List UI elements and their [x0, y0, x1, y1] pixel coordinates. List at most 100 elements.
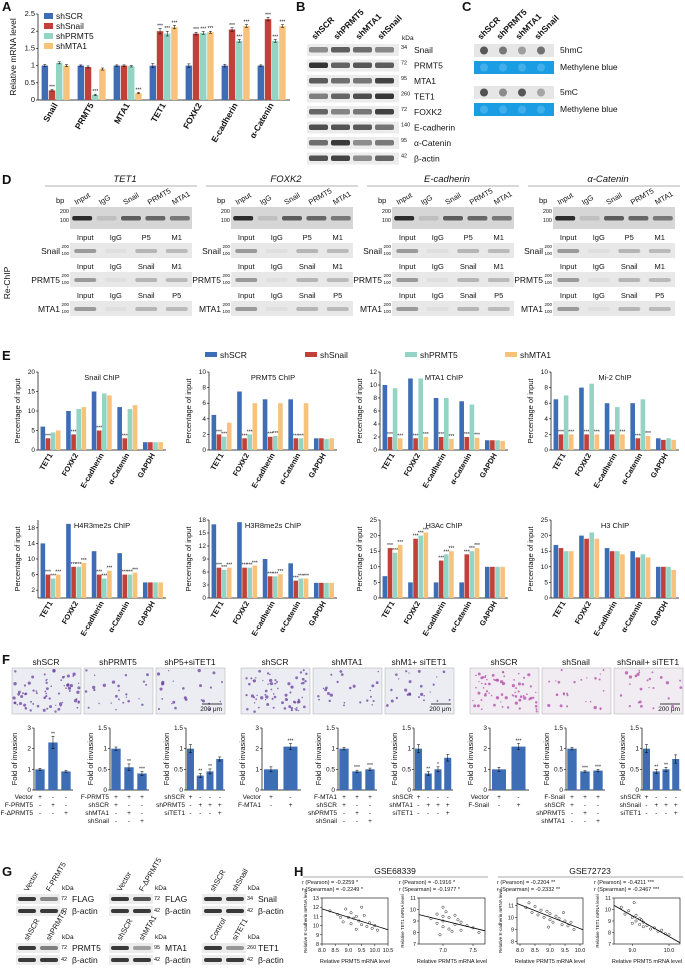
plot-title: H3Ac ChIP	[425, 521, 462, 530]
legend-label: shSCR	[56, 11, 83, 21]
band	[331, 155, 350, 161]
condition-sign: -	[52, 794, 54, 801]
bar	[397, 438, 403, 450]
significance: ***	[242, 563, 248, 569]
condition-sign: -	[65, 802, 67, 809]
bar	[469, 551, 475, 598]
band	[40, 909, 58, 913]
point	[548, 918, 552, 922]
y-axis-label: Fold of invasion	[238, 733, 247, 786]
cell	[209, 686, 213, 689]
condition-sign: -	[427, 794, 429, 801]
significance: ***	[136, 87, 142, 93]
point	[667, 933, 671, 937]
y-tick-label: 0	[179, 787, 183, 794]
lane-label: Input	[560, 262, 578, 271]
y-tick-label: 8	[202, 385, 206, 392]
condition-sign: +	[198, 802, 202, 809]
condition-label: shMTA1	[85, 810, 109, 817]
x-tick-label: Snail	[41, 101, 60, 124]
condition-sign: +	[114, 802, 118, 809]
point	[638, 923, 642, 926]
error-bar	[122, 64, 126, 67]
cell	[515, 687, 518, 690]
condition-sign: +	[355, 794, 359, 801]
significance: ***	[236, 34, 242, 40]
kda-mark: 42	[247, 908, 253, 914]
gel	[392, 243, 514, 258]
condition-label: shSCR	[620, 794, 641, 801]
condition-sign: -	[39, 802, 41, 809]
blot	[16, 943, 60, 953]
bar	[661, 439, 666, 450]
cell	[23, 703, 27, 707]
bar	[484, 440, 490, 450]
point	[349, 911, 353, 915]
bp-mark: 100	[383, 309, 391, 314]
bar	[228, 29, 236, 101]
cell	[500, 693, 504, 696]
bar	[185, 65, 193, 100]
cell	[493, 703, 496, 707]
blot	[16, 894, 60, 904]
y-tick-label: 3	[27, 725, 31, 732]
band	[18, 909, 36, 913]
cell	[289, 691, 292, 694]
significance: ***	[216, 429, 222, 435]
y-tick-label: 10	[508, 915, 514, 921]
y-tick-label: 25	[541, 517, 549, 524]
band	[306, 216, 327, 221]
bar	[84, 66, 92, 100]
bp-mark: 200	[544, 302, 552, 307]
cell	[475, 686, 477, 689]
x-tick-label: E-cadherin	[592, 599, 619, 637]
bar	[500, 566, 505, 598]
y-tick-label: 10	[605, 908, 611, 914]
x-axis-label: Relative PRMT5 mRNA level	[612, 959, 682, 965]
bp-label: bp	[217, 196, 225, 205]
y-tick-label: 0	[373, 595, 377, 602]
image-label: shSnail	[562, 657, 590, 667]
cell	[634, 674, 638, 678]
error-bar	[237, 39, 241, 43]
condition-sign: -	[571, 818, 573, 825]
lane-label: Snail	[299, 291, 316, 300]
cell	[573, 680, 576, 684]
significance: ***	[438, 556, 444, 562]
y-tick-label: 1.5	[630, 725, 639, 732]
bar	[149, 65, 157, 100]
condition-sign: -	[571, 810, 573, 817]
cell	[504, 696, 508, 700]
significance: ***	[272, 34, 278, 40]
bp-mark: 200	[543, 209, 552, 215]
lane-label: Vector	[22, 870, 41, 893]
y-tick-label: 10	[370, 564, 378, 571]
cell	[75, 698, 78, 700]
significance: ***	[293, 433, 299, 439]
cell	[12, 696, 16, 700]
band	[133, 897, 151, 901]
lane-label: M1	[494, 233, 504, 242]
x-tick-label: α-Catenin	[247, 101, 275, 140]
cell	[580, 678, 583, 681]
lane-label: Snail	[460, 291, 477, 300]
cell	[502, 671, 505, 674]
band	[375, 93, 394, 99]
bar	[127, 409, 133, 450]
band	[111, 946, 129, 950]
cell	[517, 672, 520, 675]
cell	[69, 687, 71, 689]
bar	[640, 399, 646, 450]
significance: ***	[516, 739, 522, 745]
band	[375, 109, 394, 115]
significance: *	[437, 762, 439, 768]
cell	[115, 708, 117, 711]
dot	[499, 105, 507, 114]
cell	[266, 703, 270, 707]
error-bar	[436, 766, 440, 773]
bar	[491, 769, 506, 790]
cell	[63, 675, 66, 678]
cell	[628, 705, 631, 708]
bar	[96, 574, 102, 598]
x-tick-label: PRMT5	[73, 101, 96, 131]
